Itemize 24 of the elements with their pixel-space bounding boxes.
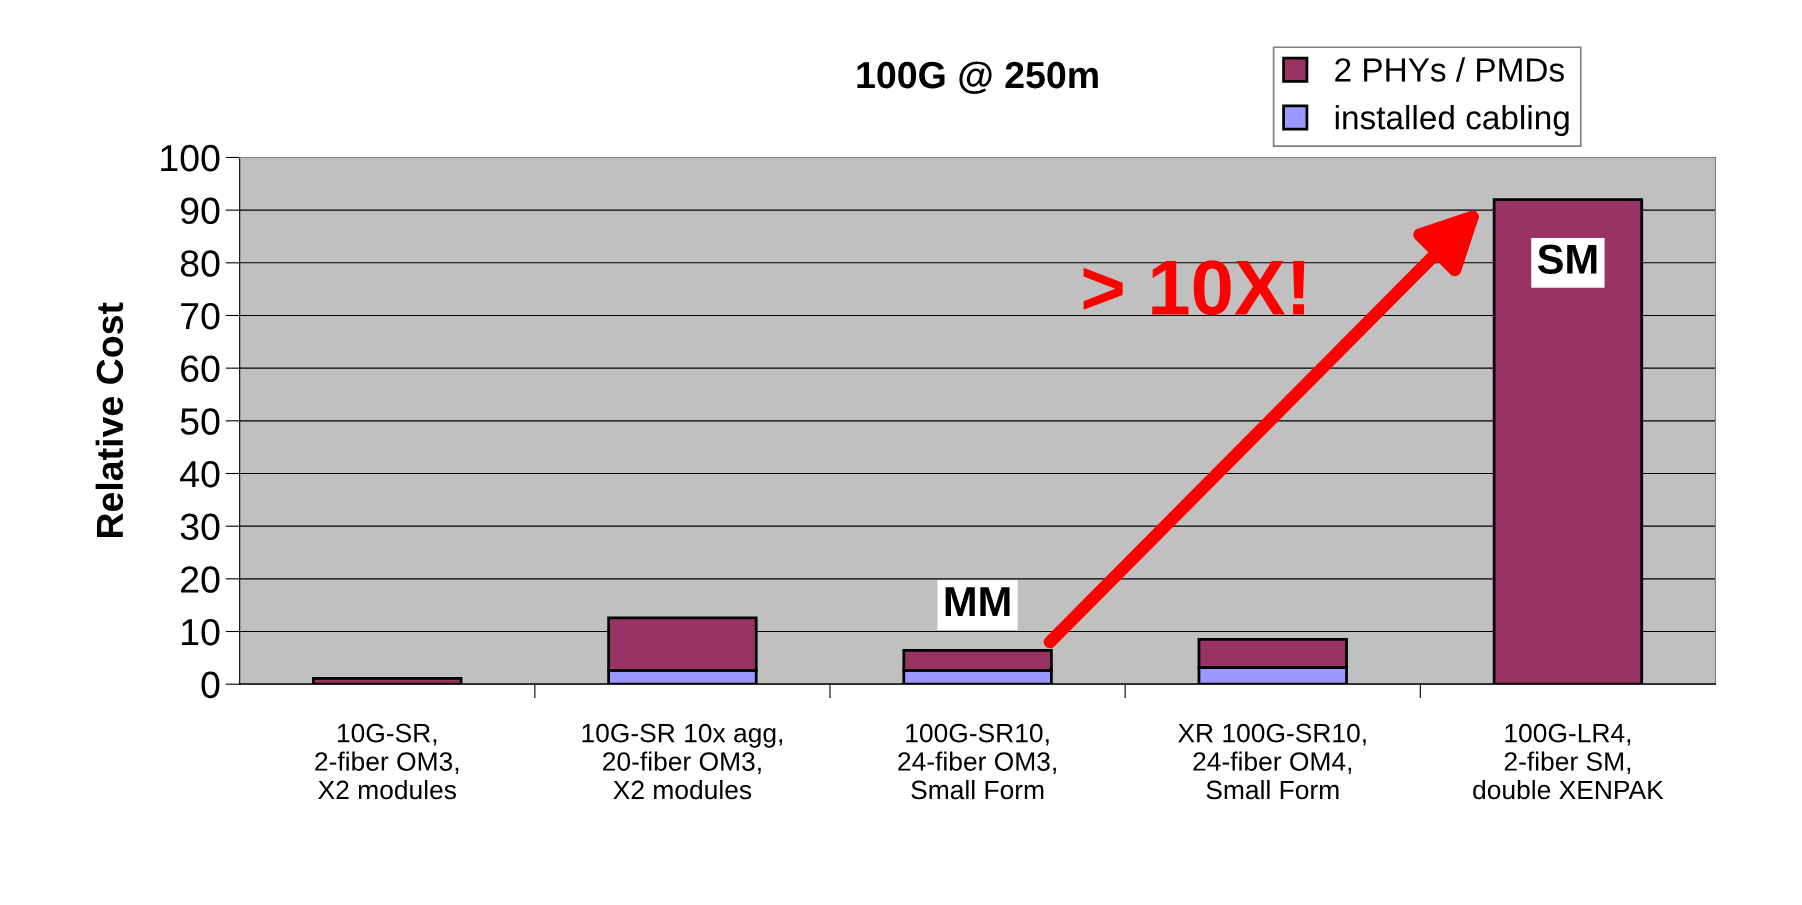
x-tick-label: 10G-SR 10x agg, 20-fiber OM3, X2 modules bbox=[582, 723, 782, 800]
legend-label: 2 PHYs / PMDs bbox=[1335, 57, 1564, 82]
x-tick-label: 100G-LR4, 2-fiber SM, double XENPAK bbox=[1473, 723, 1664, 800]
legend-label: installed cabling bbox=[1335, 105, 1569, 137]
y-tick-label: 100 bbox=[161, 144, 220, 172]
y-tick-label: 20 bbox=[181, 566, 220, 593]
y-tick-label: 50 bbox=[180, 408, 220, 435]
y-tick-label: 30 bbox=[180, 513, 220, 541]
annotation: MM bbox=[945, 587, 1010, 616]
annotation: SM bbox=[1537, 244, 1597, 274]
y-tick-label: 0 bbox=[201, 671, 220, 699]
bar bbox=[312, 677, 463, 685]
x-tick-label: XR 100G-SR10, 24-fiber OM4, Small Form bbox=[1178, 723, 1366, 800]
y-tick-label: 70 bbox=[181, 302, 220, 330]
y-tick-label: 60 bbox=[181, 355, 220, 383]
y-tick-label: 90 bbox=[180, 197, 220, 225]
y-axis-title: Relative Cost bbox=[95, 302, 124, 538]
x-tick-label: 10G-SR, 2-fiber OM3, X2 modules bbox=[315, 723, 459, 800]
annotation: > 10X! bbox=[1083, 260, 1305, 316]
y-tick-label: 40 bbox=[180, 460, 220, 488]
y-tick-label: 80 bbox=[180, 250, 220, 277]
x-tick-label: 100G-SR10, 24-fiber OM3, Small Form bbox=[898, 723, 1056, 800]
y-tick-label: 10 bbox=[182, 618, 220, 646]
chart-title: 100G @ 250m bbox=[857, 61, 1098, 94]
